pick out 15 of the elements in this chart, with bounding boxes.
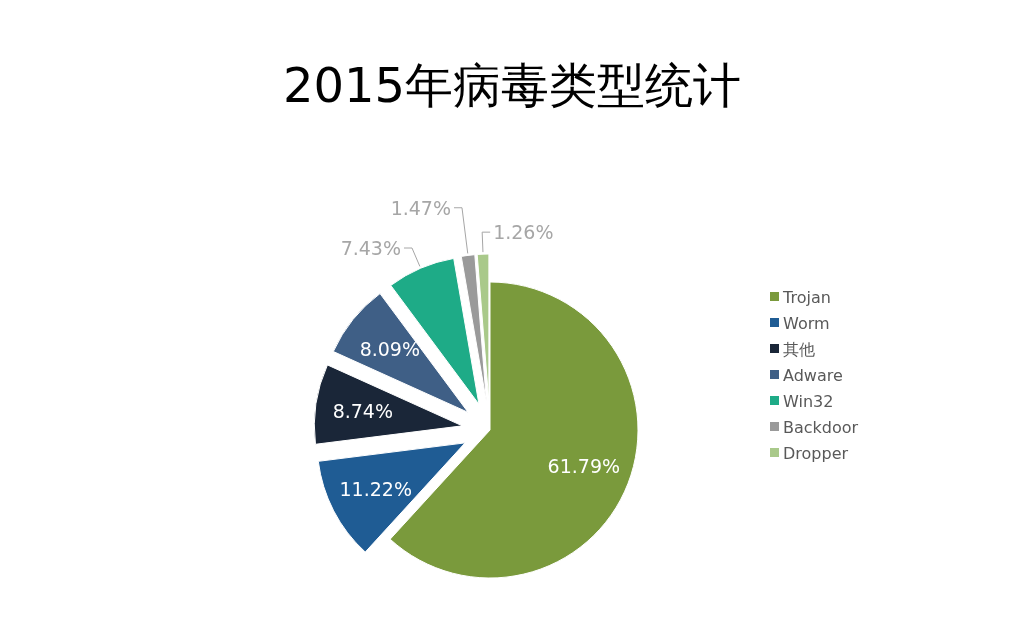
chart-title: 2015年病毒类型统计 bbox=[282, 57, 742, 113]
data-label: 8.74% bbox=[332, 399, 393, 422]
legend-label: Win32 bbox=[783, 391, 834, 411]
data-label: 1.47% bbox=[390, 196, 451, 219]
data-label: 61.79% bbox=[547, 455, 621, 478]
legend-label: 其他 bbox=[783, 339, 815, 359]
legend-label: Dropper bbox=[783, 443, 849, 463]
data-label: 8.09% bbox=[359, 338, 421, 361]
legend-label: Trojan bbox=[782, 287, 831, 307]
data-label: 1.26% bbox=[493, 221, 554, 244]
legend-label: Backdoor bbox=[783, 417, 859, 437]
data-label: 11.22% bbox=[339, 478, 412, 501]
data-label: 7.43% bbox=[340, 237, 401, 260]
legend-label: Worm bbox=[783, 313, 830, 333]
legend-label: Adware bbox=[783, 365, 843, 385]
